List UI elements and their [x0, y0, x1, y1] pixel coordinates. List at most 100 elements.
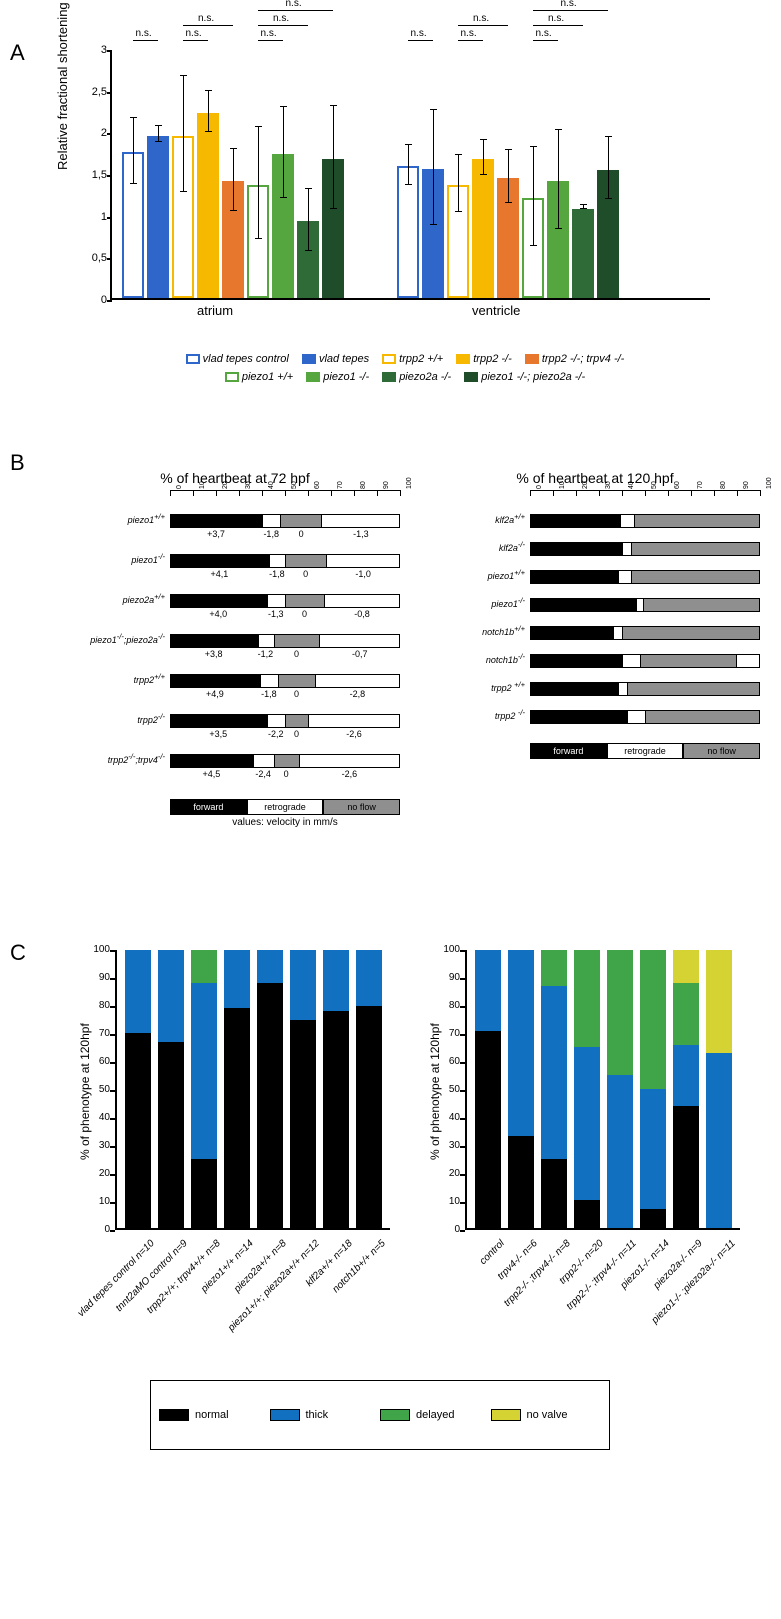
panel-c-segment: [125, 950, 151, 1033]
panel-c-ytick: 50: [435, 1084, 460, 1095]
panel-b-velocity: -2,2: [267, 729, 285, 739]
panel-c-segment: [607, 1075, 633, 1228]
panel-a-body: Relative fractional shortening (a.u.) 00…: [20, 50, 761, 430]
panel-b-velocity: -2,4: [253, 769, 274, 779]
panel-c-segment: [356, 1006, 382, 1228]
panel-b-title: % of heartbeat at 72 hpf: [70, 470, 400, 486]
panel-b-xtick: 50: [651, 481, 658, 489]
panel-a-bar: [422, 169, 444, 298]
panel-b-velocity: -0,8: [324, 609, 400, 619]
panel-c-segment: [191, 950, 217, 983]
panel-c-ytick: 80: [435, 1000, 460, 1011]
panel-b-legend-item: no flow: [323, 799, 400, 815]
panel-c-segment: [541, 1159, 567, 1229]
panel-c-segment: [541, 986, 567, 1158]
panel-a-ns-label: n.s.: [136, 28, 152, 39]
panel-b-segment: [274, 635, 320, 647]
panel-a-legend-swatch: [302, 354, 316, 364]
panel-c-segment: [224, 950, 250, 1008]
panel-a-ns-label: n.s.: [411, 28, 427, 39]
panel-b-segment: [262, 515, 280, 527]
panel-b-segment: [531, 655, 622, 667]
panel-b-segment: [315, 675, 399, 687]
panel-b-velocity: -1,8: [262, 529, 280, 539]
panel-c-ytick: 90: [435, 972, 460, 983]
panel-b-row-label: piezo1+/+: [425, 568, 525, 581]
panel-a-legend-label: piezo2a -/-: [399, 371, 454, 383]
panel-c-ytick: 20: [85, 1168, 110, 1179]
panel-c-ytick: 50: [85, 1084, 110, 1095]
panel-a-ytick: 1,5: [82, 169, 107, 181]
panel-b-legend-item: retrograde: [247, 799, 324, 815]
panel-a-bar: [147, 136, 169, 299]
panel-b-row-label: trpp2-/-: [65, 712, 165, 725]
panel-b-segment: [531, 627, 613, 639]
panel-a-ns-label: n.s.: [461, 28, 477, 39]
panel-c-legend: normalthickdelayedno valve: [150, 1380, 610, 1450]
panel-c-segment: [290, 950, 316, 1020]
panel-b-segment: [645, 711, 759, 723]
panel-b-row-label: piezo2a+/+: [65, 592, 165, 605]
panel-b-segment: [622, 627, 759, 639]
panel-c-segment: [191, 983, 217, 1158]
panel-b-row-label: trpp2 -/-: [425, 708, 525, 721]
panel-b-legend-item: retrograde: [607, 743, 684, 759]
panel-b-segment: [531, 711, 627, 723]
panel-b-xtick: 60: [314, 481, 321, 489]
panel-c-legend-label: normal: [195, 1409, 229, 1421]
panel-b-row-label: piezo1-/-: [425, 596, 525, 609]
panel-b-xtick: 30: [605, 481, 612, 489]
panel-c-legend-swatch: [491, 1409, 521, 1421]
panel-b-velocity: 0: [285, 609, 324, 619]
panel-a-ylabel: Relative fractional shortening (a.u.): [55, 0, 70, 170]
panel-b-segment: [531, 683, 618, 695]
panel-b-xtick: 80: [360, 481, 367, 489]
panel-b-segment: [324, 595, 399, 607]
panel-c-ytick: 10: [85, 1196, 110, 1207]
panel-a-bar: [247, 185, 269, 298]
panel-b-segment: [260, 675, 278, 687]
panel-b-row-label: trpp2+/+: [65, 672, 165, 685]
panel-b-velocity: 0: [285, 569, 326, 579]
panel-b-segment: [736, 655, 759, 667]
panel-a-legend-swatch: [525, 354, 539, 364]
panel-a-ns-label: n.s.: [548, 13, 564, 24]
panel-b-segment: [280, 515, 321, 527]
panel-a-legend-swatch: [456, 354, 470, 364]
panel-b-xtick: 0: [176, 485, 183, 489]
panel-c-legend-label: no valve: [527, 1409, 568, 1421]
panel-b-segment: [640, 655, 736, 667]
panel-c-ytick: 30: [85, 1140, 110, 1151]
panel-b-xtick: 40: [268, 481, 275, 489]
panel-a-bar: [522, 198, 544, 298]
panel-c-legend-item: no valve: [491, 1385, 602, 1445]
panel-c-segment: [607, 950, 633, 1075]
panel-c-segment: [574, 1047, 600, 1200]
panel-b-segment: [618, 683, 627, 695]
panel-b-velocity: -1,0: [326, 569, 400, 579]
panel-c-ytick: 40: [85, 1112, 110, 1123]
panel-c-segment: [323, 950, 349, 1011]
panel-b-xtick: 10: [199, 481, 206, 489]
panel-b-xtick: 100: [766, 477, 773, 489]
panel-c-segment: [640, 1089, 666, 1209]
panel-b-xtick: 100: [406, 477, 413, 489]
panel-b-row-label: piezo1-/-;piezo2a-/-: [65, 632, 165, 645]
panel-b-segment: [631, 571, 759, 583]
panel-c-segment: [356, 950, 382, 1006]
panel-b-xtick: 30: [245, 481, 252, 489]
panel-b-velocity: -2,6: [299, 769, 400, 779]
panel-c-segment: [673, 983, 699, 1044]
panel-a-bar: [447, 185, 469, 298]
panel-b-segment: [622, 543, 631, 555]
panel-c-body: % of phenotype at 120hpf0102030405060708…: [20, 950, 761, 1410]
panel-c-ytick: 80: [85, 1000, 110, 1011]
panel-c-ytick: 60: [435, 1056, 460, 1067]
panel-b-row-label: trpp2 +/+: [425, 680, 525, 693]
panel-c-segment: [508, 950, 534, 1136]
panel-b-segment: [627, 711, 645, 723]
panel-c-ytick: 40: [435, 1112, 460, 1123]
panel-a-legend-label: trpp2 -/-; trpv4 -/-: [542, 353, 625, 365]
panel-a-legend-swatch: [225, 372, 239, 382]
panel-b-velocity: 0: [280, 529, 321, 539]
